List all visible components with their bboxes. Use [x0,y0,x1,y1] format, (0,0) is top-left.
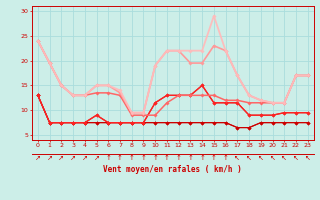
X-axis label: Vent moyen/en rafales ( km/h ): Vent moyen/en rafales ( km/h ) [103,165,242,174]
